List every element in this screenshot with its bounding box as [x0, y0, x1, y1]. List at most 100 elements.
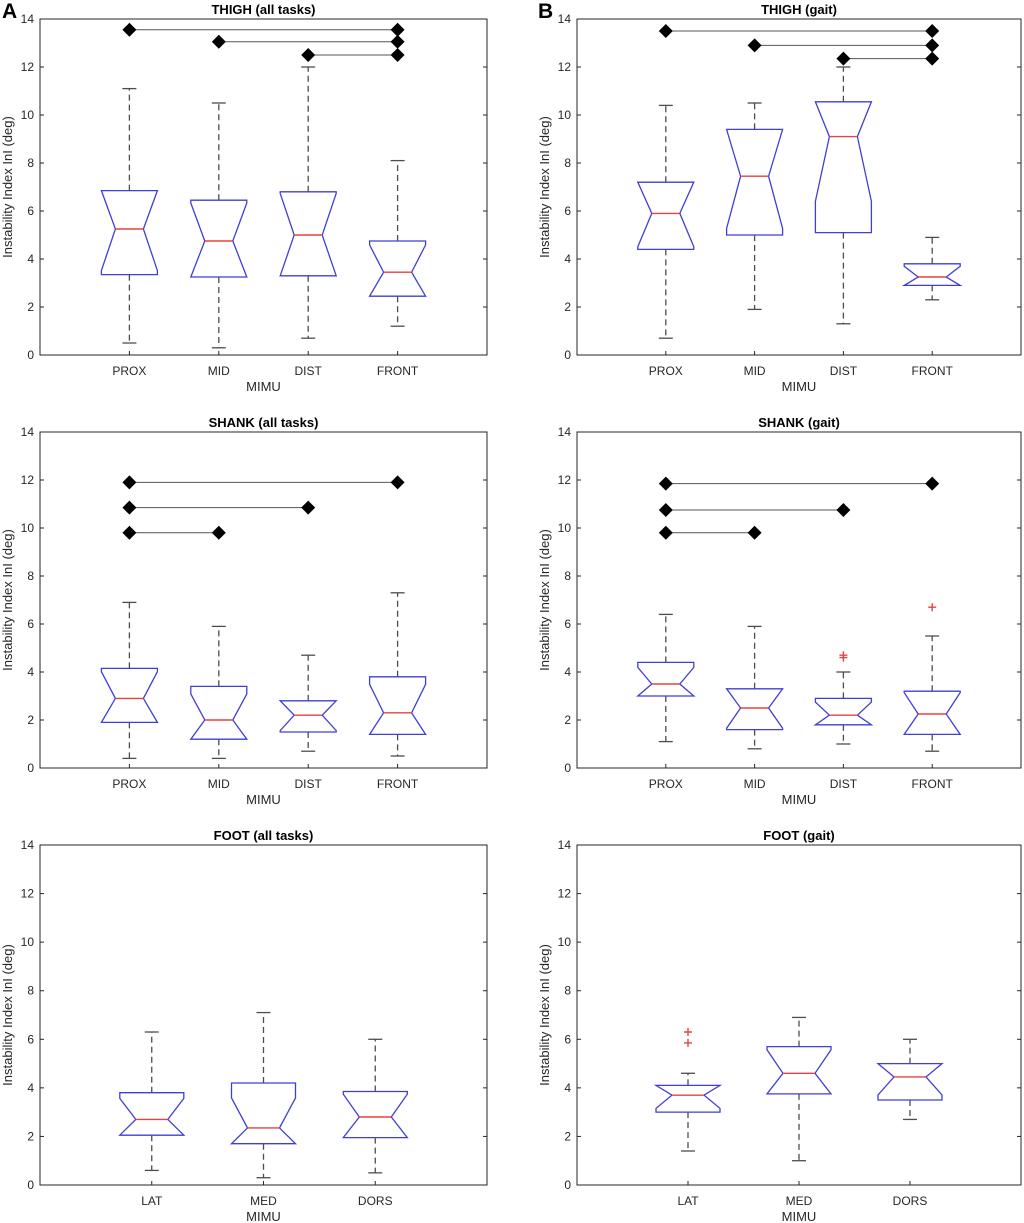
box-dors — [341, 1038, 409, 1174]
significance-diamond — [390, 475, 405, 490]
y-axis-label: Instability Index InI (deg) — [0, 116, 15, 258]
x-tick-label: MED — [250, 1194, 277, 1208]
x-tick-label: FRONT — [377, 364, 419, 378]
x-tick-label: FRONT — [912, 777, 954, 791]
y-tick-label: 14 — [558, 425, 572, 439]
x-tick-label: DIST — [830, 777, 858, 791]
axes-frame — [39, 844, 488, 1186]
y-tick-label: 4 — [27, 252, 34, 266]
x-axis-label: MIMU — [782, 792, 817, 807]
y-axis-label: Instability Index InI (deg) — [537, 116, 552, 258]
notched-box — [341, 1090, 409, 1139]
chart-title: SHANK (all tasks) — [209, 415, 319, 430]
notched-box — [229, 1082, 298, 1145]
box-med — [765, 1016, 833, 1162]
x-tick-label: MED — [786, 1194, 813, 1208]
y-tick-label: 8 — [564, 156, 571, 170]
box-front — [368, 159, 427, 327]
x-tick-label: PROX — [649, 364, 683, 378]
notched-box — [876, 1062, 944, 1101]
significance-diamond — [747, 38, 762, 53]
box-prox — [100, 601, 159, 760]
significance-bar — [122, 500, 316, 515]
significance-diamond — [390, 34, 405, 49]
y-tick-label: 6 — [27, 617, 34, 631]
axes-frame — [576, 431, 1022, 769]
y-tick-label: 2 — [27, 1129, 34, 1143]
significance-diamond — [658, 503, 673, 517]
x-tick-label: PROX — [112, 777, 146, 791]
notched-box — [189, 685, 249, 740]
y-tick-label: 12 — [558, 887, 572, 901]
significance-diamond — [925, 51, 940, 66]
chart-0: 0 2 4 6 8 10 12 14 PROX MID DIST FRONT THIGH (all ta… — [0, 2, 488, 394]
y-tick-label: 6 — [564, 617, 571, 631]
y-tick-label: 12 — [21, 60, 35, 74]
y-axis-label: Instability Index InI (deg) — [0, 529, 15, 671]
x-tick-label: LAT — [141, 1194, 163, 1208]
x-tick-label: DIST — [295, 777, 323, 791]
y-tick-label: 2 — [564, 1129, 571, 1143]
x-tick-label: FRONT — [377, 777, 419, 791]
chart-3: 0 2 4 6 8 10 12 14 PROX MID DIST FRONT SHANK (gait) M… — [537, 415, 1022, 807]
significance-bar — [747, 38, 940, 53]
chart-5: 0 2 4 6 8 10 12 14 LAT MED DORS FOOT (gait) MIMU Inst… — [537, 828, 1022, 1223]
significance-bar — [122, 475, 405, 490]
notched-box — [901, 263, 963, 287]
panel-label-a: A — [2, 0, 17, 23]
significance-bar — [836, 51, 940, 66]
y-tick-label: 8 — [564, 984, 571, 998]
box-mid — [189, 625, 249, 760]
chart-1: 0 2 4 6 8 10 12 14 PROX MID DIST FRONT THIGH (gait) M… — [537, 2, 1022, 394]
significance-diamond — [301, 500, 316, 515]
notched-box — [725, 688, 784, 731]
y-tick-label: 4 — [564, 252, 571, 266]
outlier-marker — [928, 603, 937, 612]
significance-diamond — [122, 500, 137, 515]
notched-box — [813, 697, 874, 726]
y-tick-label: 0 — [564, 1178, 571, 1192]
y-tick-label: 2 — [27, 300, 34, 314]
notched-box — [902, 690, 962, 736]
x-axis-label: MIMU — [782, 1209, 817, 1223]
outlier-marker — [684, 1038, 692, 1047]
x-axis-label: MIMU — [246, 792, 281, 807]
notched-box — [636, 661, 696, 697]
x-tick-label: DORS — [893, 1194, 928, 1208]
notched-box — [100, 189, 159, 276]
box-prox — [636, 613, 696, 743]
significance-diamond — [658, 24, 673, 38]
box-front — [901, 236, 963, 301]
y-tick-label: 14 — [21, 425, 35, 439]
x-tick-label: MID — [744, 777, 766, 791]
y-axis-label: Instability Index InI (deg) — [537, 944, 552, 1086]
box-med — [229, 1011, 298, 1179]
significance-diamond — [122, 475, 137, 490]
notched-box — [278, 700, 338, 733]
significance-bar — [122, 525, 226, 540]
outlier-marker — [684, 1028, 692, 1036]
notched-box — [118, 1092, 186, 1136]
significance-bar — [658, 24, 940, 38]
x-tick-label: MID — [208, 777, 230, 791]
box-dist — [278, 654, 338, 752]
notched-box — [653, 1084, 723, 1113]
y-axis-label: Instability Index InI (deg) — [0, 944, 15, 1086]
y-tick-label: 14 — [558, 838, 572, 852]
box-mid — [189, 102, 248, 349]
significance-diamond — [122, 22, 137, 37]
notched-box — [765, 1045, 833, 1095]
significance-bar — [658, 525, 762, 540]
box-mid — [725, 625, 784, 750]
y-tick-label: 10 — [558, 521, 572, 535]
y-tick-label: 8 — [564, 569, 571, 583]
chart-2: 0 2 4 6 8 10 12 14 PROX MID DIST FRONT SHANK (all ta… — [0, 415, 488, 807]
y-tick-label: 2 — [27, 713, 34, 727]
y-tick-label: 10 — [558, 935, 572, 949]
y-tick-label: 0 — [27, 348, 34, 362]
box-dist — [813, 651, 874, 745]
chart-title: FOOT (gait) — [763, 828, 835, 843]
notched-box — [725, 128, 784, 236]
